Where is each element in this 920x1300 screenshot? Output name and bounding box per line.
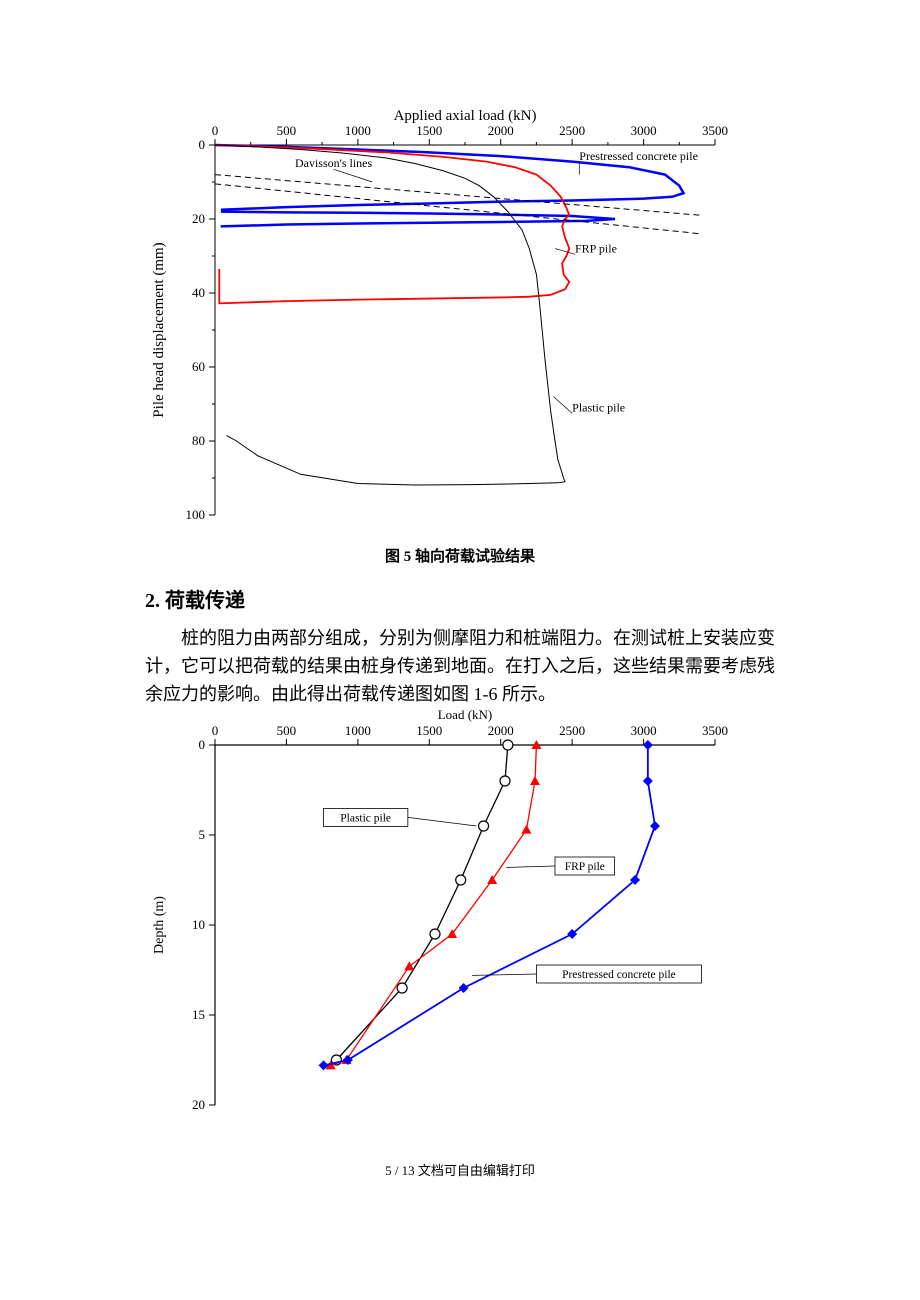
svg-text:500: 500 (277, 723, 297, 738)
chart1-svg: Applied axial load (kN) Pile head displa… (145, 100, 735, 530)
svg-text:FRP pile: FRP pile (575, 241, 617, 255)
chart1-annotations: Prestressed concrete pile Davisson's line… (295, 149, 698, 415)
chart1-title: Applied axial load (kN) (394, 108, 537, 124)
svg-text:1000: 1000 (345, 723, 371, 738)
svg-text:2000: 2000 (488, 723, 514, 738)
chart-axial-load: Applied axial load (kN) Pile head displa… (145, 100, 775, 535)
svg-text:3500: 3500 (702, 723, 728, 738)
svg-text:0: 0 (199, 737, 206, 752)
svg-text:Davisson's lines: Davisson's lines (295, 156, 372, 170)
svg-text:Prestressed concrete pile: Prestressed concrete pile (579, 149, 698, 163)
svg-text:40: 40 (192, 285, 205, 300)
svg-text:3500: 3500 (702, 123, 728, 138)
chart2-labels: Plastic pile FRP pile Prestressed concrete… (323, 808, 701, 983)
svg-text:10: 10 (192, 917, 205, 932)
chart2-svg: Load (kN) Depth (m) 0 500 1000 1500 2000… (145, 705, 735, 1125)
body-paragraph: 桩的阻力由两部分组成，分别为侧摩阻力和桩端阻力。在测试桩上安装应变计，它可以把荷… (145, 625, 775, 709)
svg-text:3000: 3000 (631, 123, 657, 138)
svg-text:5: 5 (199, 827, 206, 842)
svg-text:Prestressed concrete pile: Prestressed concrete pile (562, 969, 676, 981)
svg-text:500: 500 (277, 123, 297, 138)
document-page: Applied axial load (kN) Pile head displa… (0, 0, 920, 1219)
svg-text:20: 20 (192, 211, 205, 226)
svg-text:20: 20 (192, 1097, 205, 1112)
svg-text:2500: 2500 (559, 123, 585, 138)
chart-load-depth: Load (kN) Depth (m) 0 500 1000 1500 2000… (145, 705, 775, 1130)
svg-text:15: 15 (192, 1007, 205, 1022)
svg-text:1500: 1500 (416, 123, 442, 138)
svg-text:Plastic pile: Plastic pile (572, 400, 625, 414)
svg-text:Plastic pile: Plastic pile (340, 812, 391, 824)
svg-text:0: 0 (199, 137, 206, 152)
chart2-ylabel: Depth (m) (152, 895, 167, 953)
svg-text:0: 0 (212, 723, 219, 738)
section-heading: 2. 荷载传递 (145, 584, 775, 613)
figure5-caption: 图 5 轴向荷载试验结果 (145, 545, 775, 566)
svg-text:80: 80 (192, 433, 205, 448)
chart1-yticks: 0 20 40 60 80 100 (186, 137, 216, 522)
page-footer: 5 / 13 文档可自由编辑打印 (145, 1160, 775, 1179)
svg-text:2000: 2000 (488, 123, 514, 138)
chart2-series (319, 740, 660, 1070)
svg-text:3000: 3000 (631, 723, 657, 738)
chart2-yticks: 0 5 10 15 20 (192, 737, 215, 1112)
svg-text:60: 60 (192, 359, 205, 374)
chart2-title: Load (kN) (438, 707, 493, 722)
chart1-series (215, 145, 701, 485)
chart1-xticks: 0 500 1000 1500 2000 2500 3000 3500 (212, 123, 728, 145)
svg-text:100: 100 (186, 507, 206, 522)
chart2-xticks: 0 500 1000 1500 2000 2500 3000 3500 (212, 723, 728, 745)
svg-text:FRP pile: FRP pile (565, 861, 605, 873)
svg-text:0: 0 (212, 123, 219, 138)
chart1-ylabel: Pile head displacement (mm) (151, 242, 167, 417)
svg-text:1500: 1500 (416, 723, 442, 738)
svg-text:1000: 1000 (345, 123, 371, 138)
svg-text:2500: 2500 (559, 723, 585, 738)
